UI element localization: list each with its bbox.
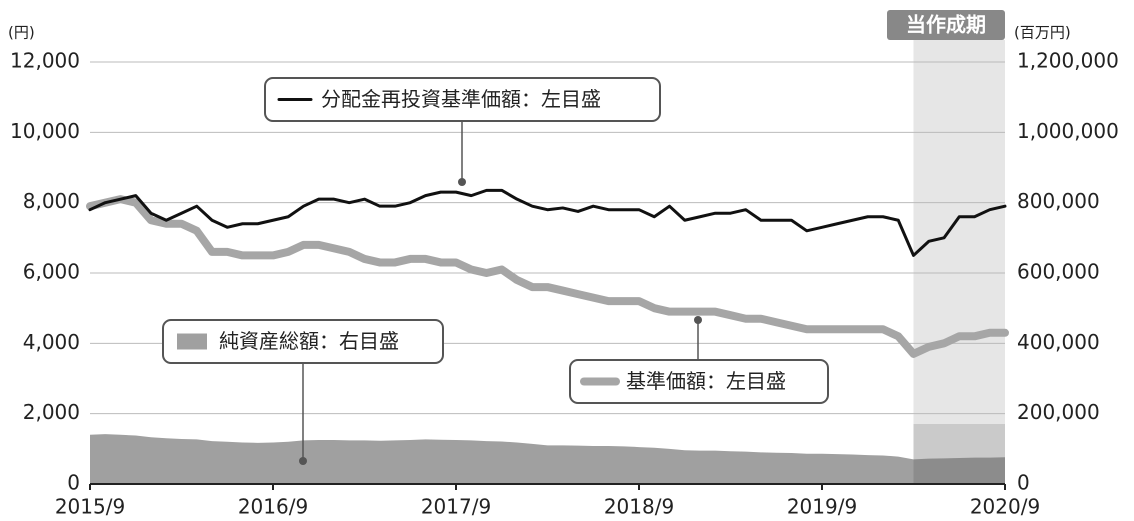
leader-dot — [458, 178, 466, 186]
period-band — [913, 40, 1005, 484]
y2-axis-label: (百万円) — [1014, 24, 1071, 42]
y2-tick-label: 800,000 — [1017, 189, 1100, 213]
period-badge — [887, 10, 1005, 40]
y2-tick-label: 200,000 — [1017, 400, 1100, 424]
y-tick-label: 8,000 — [23, 189, 80, 213]
y2-tick-label: 0 — [1017, 471, 1030, 495]
y2-tick-label: 600,000 — [1017, 260, 1100, 284]
period-overlay — [913, 424, 1005, 484]
leader-dot — [694, 316, 702, 324]
y-tick-label: 12,000 — [10, 49, 80, 73]
x-tick-label: 2016/9 — [238, 495, 308, 519]
legend-box — [569, 359, 829, 404]
legend-label: 純資産総額：右目盛 — [219, 329, 399, 353]
y-tick-label: 2,000 — [23, 400, 80, 424]
x-tick-label: 2015/9 — [55, 495, 125, 519]
y2-tick-label: 1,000,000 — [1017, 119, 1119, 143]
y-tick-label: 4,000 — [23, 330, 80, 354]
legend-label: 基準価額：左目盛 — [626, 369, 786, 393]
x-tick-label: 2017/9 — [421, 495, 491, 519]
y-axis-label: (円) — [8, 24, 35, 42]
legend-swatch — [177, 333, 207, 350]
legend-box — [264, 77, 661, 122]
y-tick-label: 6,000 — [23, 260, 80, 284]
x-tick-label: 2020/9 — [970, 495, 1040, 519]
leader-dot — [299, 457, 307, 465]
y2-tick-label: 1,200,000 — [1017, 49, 1119, 73]
legend-box — [162, 319, 444, 364]
period-label: 当作成期 — [906, 13, 986, 37]
y2-tick-label: 400,000 — [1017, 330, 1100, 354]
legend-label: 分配金再投資基準価額：左目盛 — [321, 87, 601, 111]
line — [88, 188, 1007, 257]
area — [90, 434, 1005, 484]
y-tick-label: 10,000 — [10, 119, 80, 143]
x-tick-label: 2019/9 — [787, 495, 857, 519]
line — [86, 195, 1009, 358]
x-tick-label: 2018/9 — [604, 495, 674, 519]
y-tick-label: 0 — [67, 471, 80, 495]
